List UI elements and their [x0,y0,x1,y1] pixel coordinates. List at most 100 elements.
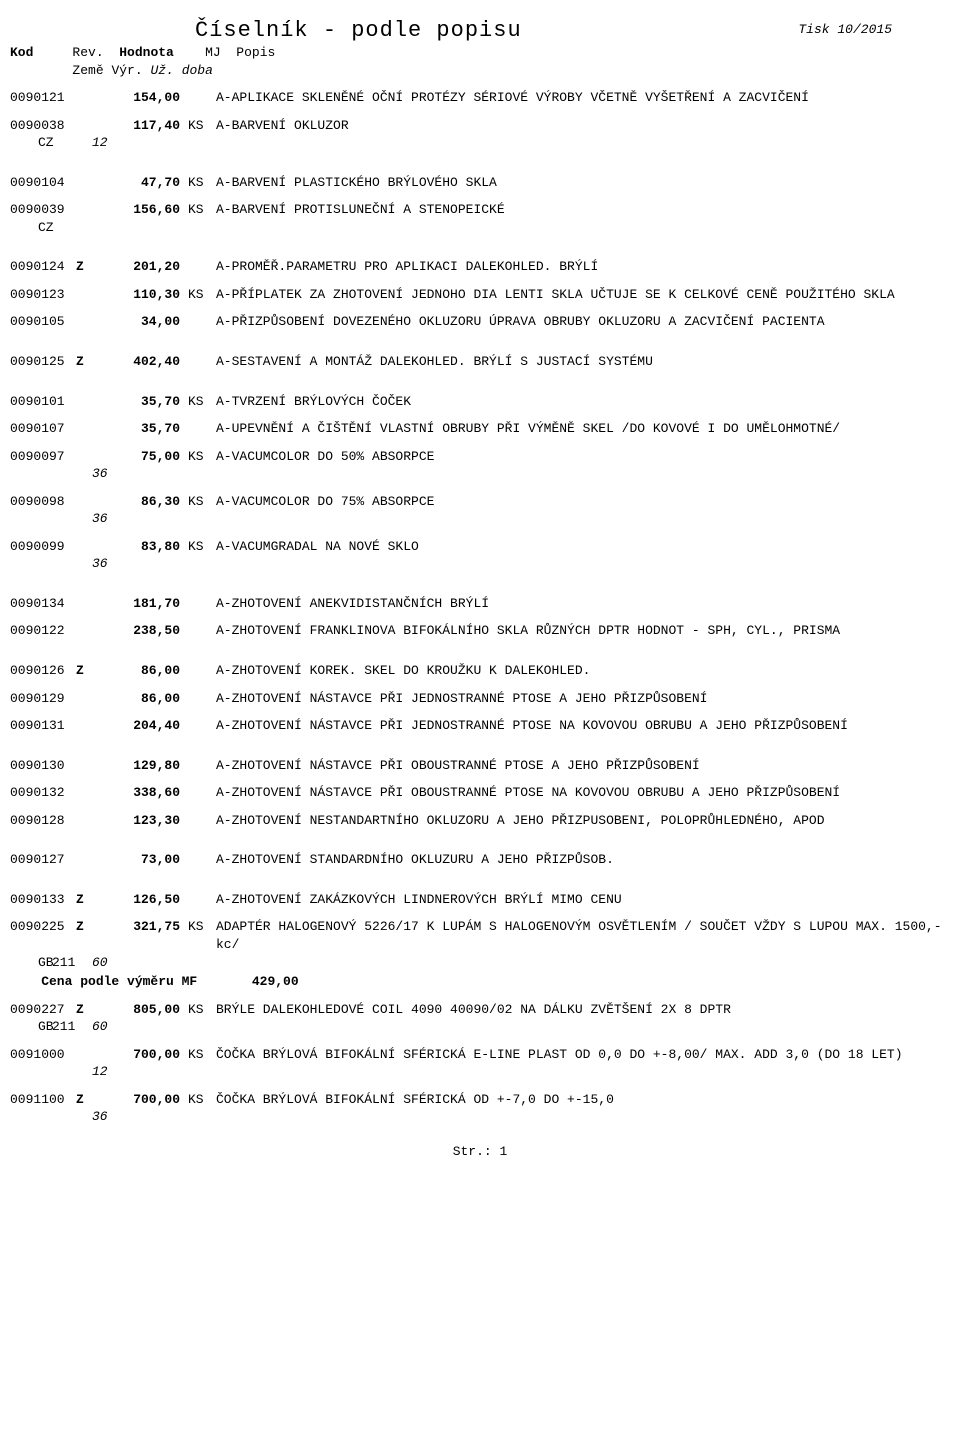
cell-kod: 0091000 [10,1046,76,1064]
cell-kod: 0090099 [10,538,76,556]
col-mj: MJ [205,45,221,60]
cena-value: 429,00 [197,974,298,989]
cell-mj [188,595,216,613]
table-subrow: GB21160 [10,954,950,972]
cell-kod: 0090225 [10,918,76,953]
cell-popis: A-PŘIZPŮSOBENÍ DOVEZENÉHO OKLUZORU ÚPRAV… [216,313,950,331]
cell-rev: Z [76,353,110,371]
cell-hodnota: 321,75 [110,918,188,953]
cena-row: Cena podle výměru MF 429,00 [10,971,950,991]
cell-popis: A-ZHOTOVENÍ KOREK. SKEL DO KROUŽKU K DAL… [216,662,950,680]
cell-hodnota: 86,30 [110,493,188,511]
cell-rev [76,448,110,466]
cell-kod: 0090104 [10,174,76,192]
cell-zeme [10,1063,52,1081]
cell-hodnota: 35,70 [110,393,188,411]
cell-mj [188,784,216,802]
cell-rev [76,286,110,304]
cell-uz: 36 [92,1108,132,1126]
cell-hodnota: 83,80 [110,538,188,556]
cell-vyr [52,219,92,237]
table-subrow: 36 [10,555,950,573]
col-vyr: Výr. [111,63,142,78]
cell-kod: 0090128 [10,812,76,830]
cell-mj: KS [188,538,216,556]
table-row: 0090133Z126,50A-ZHOTOVENÍ ZAKÁZKOVÝCH LI… [10,869,950,909]
cell-mj [188,313,216,331]
table-row: 009010534,00A-PŘIZPŮSOBENÍ DOVEZENÉHO OK… [10,303,950,331]
cell-mj [188,420,216,438]
cell-uz: 60 [92,1018,132,1036]
table-row: 0090125Z402,40A-SESTAVENÍ A MONTÁŽ DALEK… [10,331,950,371]
cell-vyr [52,134,92,152]
cell-hodnota: 338,60 [110,784,188,802]
cell-popis: A-VACUMGRADAL NA NOVÉ SKLO [216,538,950,556]
cell-popis: ČOČKA BRÝLOVÁ BIFOKÁLNÍ SFÉRICKÁ E-LINE … [216,1046,950,1064]
cell-kod: 0090129 [10,690,76,708]
cena-label: Cena podle výměru MF [10,974,197,989]
col-kod: Kod [10,45,33,60]
cell-mj [188,851,216,869]
table-row: 009012773,00A-ZHOTOVENÍ STANDARDNÍHO OKL… [10,829,950,869]
cell-hodnota: 156,60 [110,201,188,219]
cell-popis: A-UPEVNĚNÍ A ČIŠTĚNÍ VLASTNÍ OBRUBY PŘI … [216,420,950,438]
cell-rev: Z [76,918,110,953]
table-row: 0090123110,30KSA-PŘÍPLATEK ZA ZHOTOVENÍ … [10,276,950,304]
page-footer: Str.: 1 [10,1126,950,1159]
cell-popis: A-ZHOTOVENÍ NÁSTAVCE PŘI JEDNOSTRANNÉ PT… [216,717,950,735]
cell-mj [188,662,216,680]
cell-hodnota: 75,00 [110,448,188,466]
cell-popis: A-VACUMCOLOR DO 50% ABSORPCE [216,448,950,466]
table-row: 0090132338,60A-ZHOTOVENÍ NÁSTAVCE PŘI OB… [10,774,950,802]
cell-mj [188,622,216,640]
cell-kod: 0090123 [10,286,76,304]
cell-popis: A-BARVENÍ OKLUZOR [216,117,950,135]
cell-hodnota: 35,70 [110,420,188,438]
cell-popis: A-BARVENÍ PLASTICKÉHO BRÝLOVÉHO SKLA [216,174,950,192]
table-row: 0090130129,80A-ZHOTOVENÍ NÁSTAVCE PŘI OB… [10,735,950,775]
cell-mj: KS [188,393,216,411]
cell-mj [188,812,216,830]
cell-popis: A-ZHOTOVENÍ ANEKVIDISTANČNÍCH BRÝLÍ [216,595,950,613]
table-row: 0090227Z805,00KSBRÝLE DALEKOHLEDOVÉ COIL… [10,991,950,1019]
table-row: 0090225Z321,75KSADAPTÉR HALOGENOVÝ 5226/… [10,908,950,953]
cell-hodnota: 126,50 [110,891,188,909]
table-row: 0091000 700,00KSČOČKA BRÝLOVÁ BIFOKÁLNÍ S… [10,1036,950,1064]
table-row: 0090122238,50A-ZHOTOVENÍ FRANKLINOVA BIF… [10,612,950,640]
table-subrow: 36 [10,1108,950,1126]
table-row: 0090099 83,80KSA-VACUMGRADAL NA NOVÉ SKLO [10,528,950,556]
col-rev: Rev. [72,45,103,60]
cell-rev [76,538,110,556]
table-subrow: CZ [10,219,950,237]
cell-hodnota: 73,00 [110,851,188,869]
col-hodnota: Hodnota [119,45,174,60]
cell-popis: ČOČKA BRÝLOVÁ BIFOKÁLNÍ SFÉRICKÁ OD +-7,… [216,1091,950,1109]
cell-rev [76,784,110,802]
cell-rev [76,622,110,640]
table-row: 0090121154,00A-APLIKACE SKLENĚNÉ OČNÍ PR… [10,79,950,107]
cell-rev [76,595,110,613]
cell-rev: Z [76,662,110,680]
cell-hodnota: 805,00 [110,1001,188,1019]
cell-kod: 0090038 [10,117,76,135]
table-row: 009009775,00KSA-VACUMCOLOR DO 50% ABSORP… [10,438,950,466]
cell-uz: 36 [92,555,132,573]
cell-uz: 12 [92,134,132,152]
table-row: 0090039156,60KSA-BARVENÍ PROTISLUNEČNÍ A… [10,191,950,219]
cell-hodnota: 204,40 [110,717,188,735]
cell-mj: KS [188,1046,216,1064]
cell-kod: 0090107 [10,420,76,438]
cell-mj: KS [188,493,216,511]
table-row: 009010447,70KSA-BARVENÍ PLASTICKÉHO BRÝL… [10,152,950,192]
table-row: 0090128123,30A-ZHOTOVENÍ NESTANDARTNÍHO … [10,802,950,830]
cell-popis: A-BARVENÍ PROTISLUNEČNÍ A STENOPEICKÉ [216,201,950,219]
table-subrow: CZ12 [10,134,950,152]
cell-zeme: GB [10,954,52,972]
cell-popis: A-ZHOTOVENÍ FRANKLINOVA BIFOKÁLNÍHO SKLA… [216,622,950,640]
cell-mj [188,757,216,775]
cell-hodnota: 700,00 [110,1046,188,1064]
cell-kod: 0090131 [10,717,76,735]
cell-rev [76,757,110,775]
table-row: 0090131 204,40 A-ZHOTOVENÍ NÁSTAVCE PŘI JE… [10,707,950,735]
cell-popis: A-TVRZENÍ BRÝLOVÝCH ČOČEK [216,393,950,411]
